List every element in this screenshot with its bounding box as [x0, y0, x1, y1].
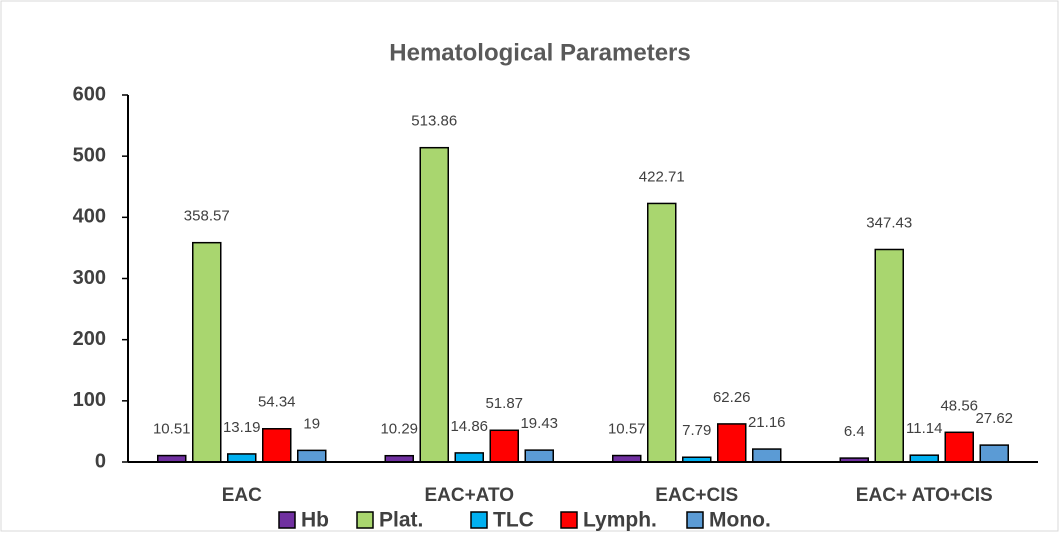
- x-tick-label: EAC+CIS: [655, 485, 738, 506]
- legend-swatch: [686, 511, 704, 529]
- data-label: 6.4: [844, 423, 865, 440]
- legend-label: Mono.: [709, 509, 771, 532]
- y-tick-label: 400: [73, 206, 106, 228]
- data-label: 513.86: [411, 113, 457, 130]
- y-tick-label: 0: [95, 450, 106, 472]
- data-label: 347.43: [866, 214, 912, 231]
- x-tick-label: EAC+ATO: [424, 485, 514, 506]
- bar: [262, 428, 292, 463]
- bar: [874, 248, 904, 463]
- x-tick-label: EAC+ ATO+CIS: [856, 485, 993, 506]
- x-tick-label: EAC: [222, 485, 262, 506]
- data-label: 54.34: [258, 394, 296, 411]
- bar: [647, 202, 677, 463]
- legend-label: TLC: [493, 509, 534, 532]
- legend-swatch: [560, 511, 578, 529]
- bar: [297, 449, 327, 463]
- y-tick-label: 200: [73, 328, 106, 350]
- legend-label: Hb: [301, 509, 329, 532]
- bar: [909, 454, 939, 463]
- data-label: 358.57: [184, 208, 230, 225]
- bar: [979, 444, 1009, 463]
- chart-title: Hematological Parameters: [389, 39, 690, 66]
- data-label: 11.14: [906, 420, 942, 437]
- data-label: 13.19: [223, 419, 261, 436]
- legend-swatch: [278, 511, 296, 529]
- data-label: 14.86: [450, 418, 488, 435]
- data-label: 10.29: [380, 421, 418, 438]
- legend-swatch: [356, 511, 374, 529]
- data-label: 19: [303, 415, 320, 432]
- bar: [489, 429, 519, 463]
- y-tick-label: 100: [73, 389, 106, 411]
- data-label: 10.51: [153, 421, 191, 438]
- legend-label: Plat.: [379, 509, 423, 532]
- bar: [454, 452, 484, 463]
- data-label: 62.26: [713, 389, 751, 406]
- bar: [419, 146, 449, 463]
- data-label: 19.43: [520, 415, 558, 432]
- y-tick-label: 500: [73, 144, 106, 166]
- data-label: 7.79: [682, 422, 711, 439]
- bar: [944, 431, 974, 463]
- data-label: 27.62: [975, 410, 1013, 427]
- data-label: 21.16: [748, 414, 786, 431]
- legend-swatch: [470, 511, 488, 529]
- bar: [192, 241, 222, 463]
- bar: [752, 448, 782, 463]
- y-tick-label: 300: [73, 267, 106, 289]
- legend-label: Lymph.: [583, 509, 657, 532]
- data-label: 10.57: [608, 421, 646, 438]
- bar: [524, 449, 554, 463]
- data-label: 51.87: [485, 395, 523, 412]
- data-label: 48.56: [940, 397, 978, 414]
- bar: [717, 423, 747, 463]
- data-label: 422.71: [639, 168, 685, 185]
- bar: [227, 453, 257, 463]
- y-tick-label: 600: [73, 83, 106, 105]
